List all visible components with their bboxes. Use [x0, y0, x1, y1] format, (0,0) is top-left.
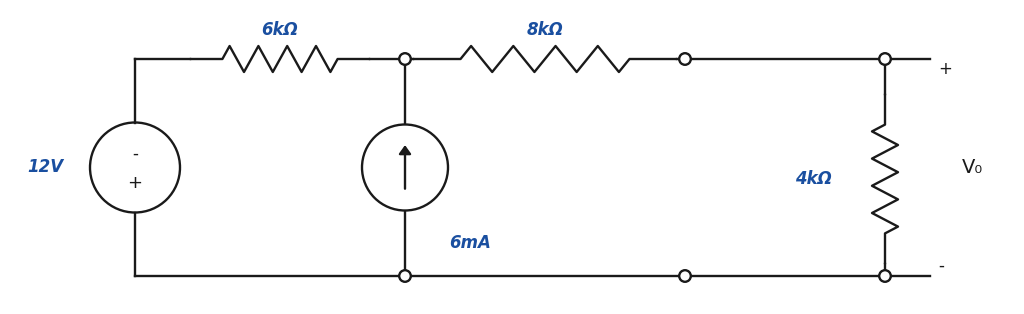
- Text: +: +: [128, 175, 142, 192]
- Text: 4kΩ: 4kΩ: [795, 170, 831, 188]
- Circle shape: [679, 53, 691, 65]
- Circle shape: [679, 270, 691, 282]
- Text: 8kΩ: 8kΩ: [526, 21, 563, 39]
- Circle shape: [880, 53, 891, 65]
- Circle shape: [362, 124, 449, 210]
- Text: 12V: 12V: [27, 159, 63, 176]
- Text: V₀: V₀: [962, 158, 983, 177]
- Text: -: -: [938, 257, 944, 275]
- Circle shape: [880, 270, 891, 282]
- Circle shape: [399, 53, 411, 65]
- Text: +: +: [938, 60, 952, 78]
- Circle shape: [399, 270, 411, 282]
- Text: 6mA: 6mA: [450, 234, 490, 252]
- Text: 6kΩ: 6kΩ: [261, 21, 298, 39]
- Text: -: -: [132, 144, 138, 163]
